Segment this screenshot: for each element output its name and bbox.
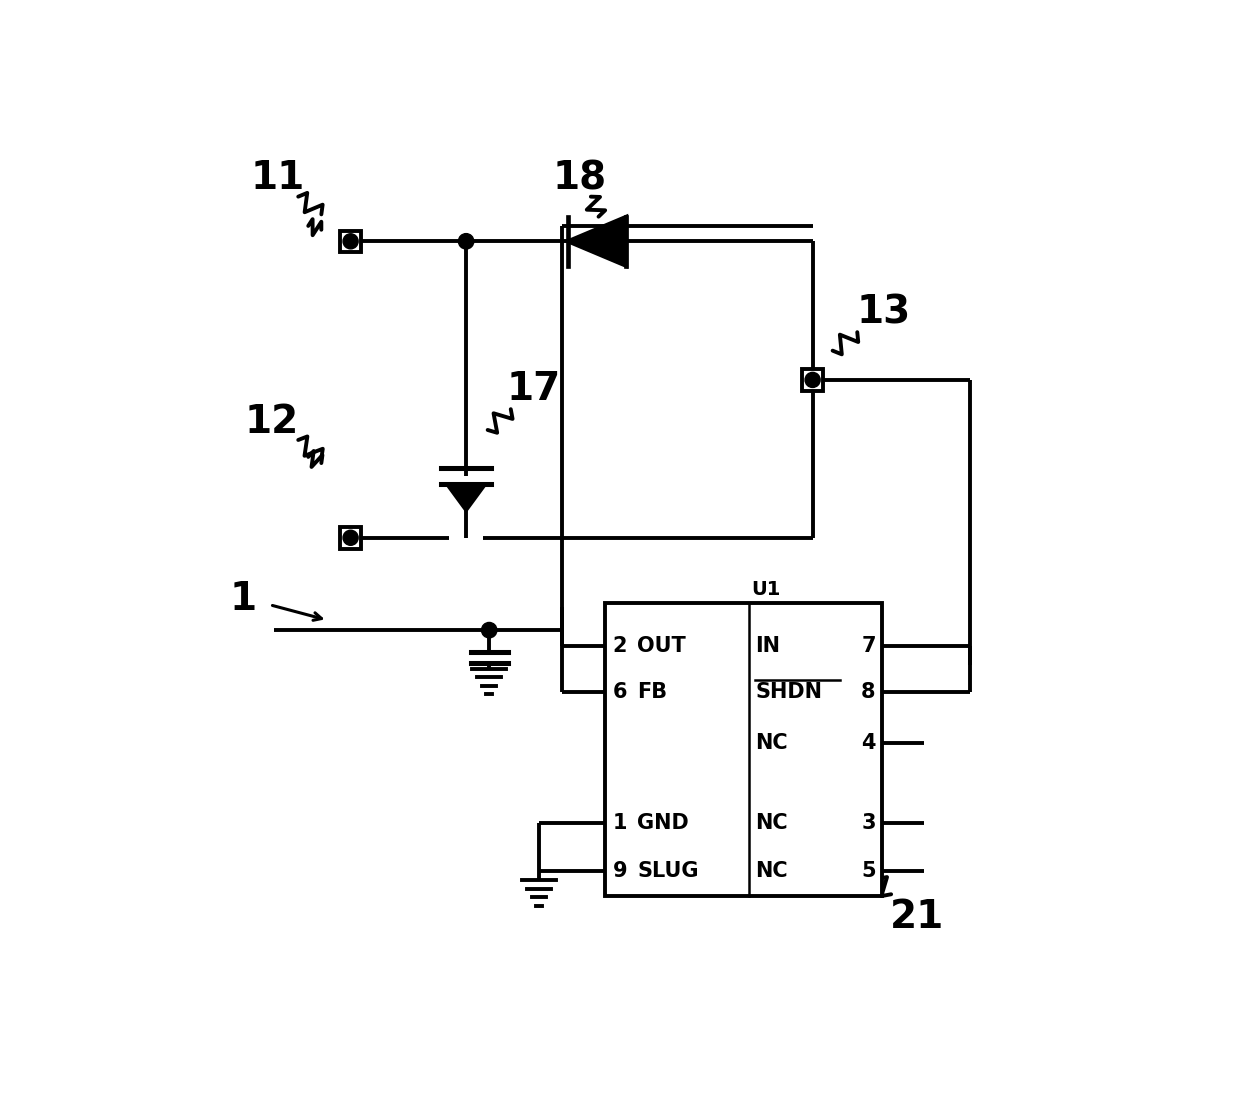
Text: U1: U1 <box>750 581 780 600</box>
Text: 1: 1 <box>229 581 257 619</box>
Circle shape <box>805 373 820 387</box>
Text: GND: GND <box>637 812 688 833</box>
Text: 6: 6 <box>613 681 627 702</box>
Bar <box>340 231 361 252</box>
Circle shape <box>459 234 474 250</box>
Text: IN: IN <box>755 636 780 656</box>
Text: NC: NC <box>755 733 787 753</box>
Text: 13: 13 <box>857 293 910 331</box>
Circle shape <box>343 234 358 248</box>
Text: 12: 12 <box>246 403 299 441</box>
Circle shape <box>343 530 358 545</box>
Text: 8: 8 <box>862 681 875 702</box>
Bar <box>802 369 823 391</box>
Text: 9: 9 <box>613 862 627 881</box>
Text: SLUG: SLUG <box>637 862 698 881</box>
Text: 2: 2 <box>613 636 627 656</box>
Text: 11: 11 <box>250 159 305 197</box>
Text: NC: NC <box>755 812 787 833</box>
Text: 3: 3 <box>862 812 875 833</box>
Text: 1: 1 <box>613 812 627 833</box>
Text: 7: 7 <box>862 636 875 656</box>
Polygon shape <box>449 487 484 510</box>
Circle shape <box>481 622 497 638</box>
Text: 5: 5 <box>861 862 875 881</box>
Text: 18: 18 <box>553 159 608 197</box>
Text: OUT: OUT <box>637 636 686 656</box>
Text: 21: 21 <box>889 899 944 937</box>
Text: FB: FB <box>637 681 667 702</box>
Text: NC: NC <box>755 862 787 881</box>
Polygon shape <box>568 217 626 266</box>
Text: 4: 4 <box>862 733 875 753</box>
Bar <box>605 603 882 896</box>
Bar <box>340 527 361 548</box>
Text: 17: 17 <box>507 370 560 408</box>
Text: SHDN: SHDN <box>755 681 822 702</box>
